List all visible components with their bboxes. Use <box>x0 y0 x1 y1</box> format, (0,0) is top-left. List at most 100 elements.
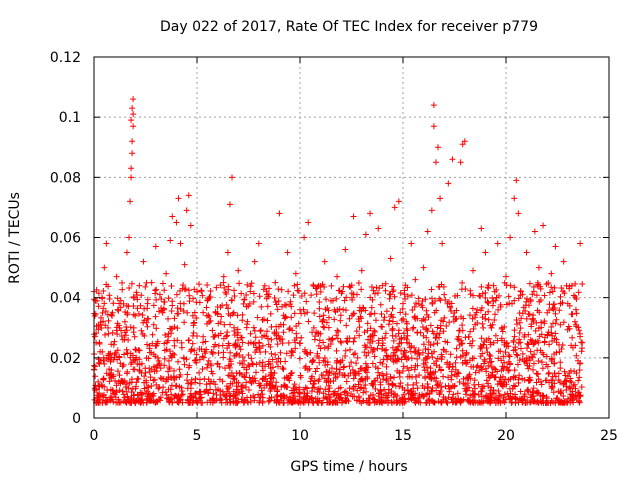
noise-point <box>516 336 523 343</box>
noise-point <box>215 342 222 349</box>
data-point <box>220 273 227 280</box>
noise-point <box>111 338 118 345</box>
noise-point <box>376 285 383 292</box>
noise-point <box>572 391 579 398</box>
noise-point <box>199 353 206 360</box>
noise-point <box>224 385 231 392</box>
noise-point <box>485 380 492 387</box>
noise-point <box>150 390 157 397</box>
noise-point <box>416 394 423 401</box>
noise-point <box>366 311 373 318</box>
noise-point <box>453 354 460 361</box>
noise-point <box>431 309 438 316</box>
noise-point <box>199 292 206 299</box>
noise-point <box>213 284 220 291</box>
noise-point <box>295 389 302 396</box>
noise-point <box>323 296 330 303</box>
noise-point <box>256 399 263 406</box>
noise-point <box>214 361 221 368</box>
noise-point <box>109 329 116 336</box>
noise-point <box>368 283 375 290</box>
noise-point <box>529 393 536 400</box>
noise-point <box>108 374 115 381</box>
noise-point <box>549 288 556 295</box>
noise-point <box>358 384 365 391</box>
noise-point <box>314 395 321 402</box>
data-point <box>154 354 161 361</box>
noise-point <box>530 312 537 319</box>
noise-point <box>328 336 335 343</box>
noise-point <box>370 346 377 353</box>
noise-point <box>213 397 220 404</box>
noise-point <box>471 397 478 404</box>
noise-point <box>273 323 280 330</box>
noise-point <box>506 361 513 368</box>
noise-point <box>473 309 480 316</box>
noise-point <box>521 333 528 340</box>
noise-point <box>337 312 344 319</box>
data-point <box>259 342 266 349</box>
noise-point <box>414 395 421 402</box>
data-point <box>129 138 136 145</box>
noise-point <box>573 310 580 317</box>
noise-point <box>102 331 109 338</box>
noise-point <box>506 385 513 392</box>
data-point <box>130 123 137 130</box>
noise-point <box>416 372 423 379</box>
noise-point <box>209 349 216 356</box>
noise-point <box>491 365 498 372</box>
noise-point <box>239 354 246 361</box>
noise-point <box>360 377 367 384</box>
noise-point <box>291 310 298 317</box>
noise-point <box>222 393 229 400</box>
noise-point <box>401 347 408 354</box>
noise-point <box>577 330 584 337</box>
noise-point <box>430 330 437 337</box>
noise-point <box>246 363 253 370</box>
noise-point <box>448 376 455 383</box>
data-point <box>435 144 442 151</box>
noise-point <box>415 295 422 302</box>
noise-point <box>152 313 159 320</box>
noise-point <box>317 385 324 392</box>
data-point <box>424 228 431 235</box>
noise-point <box>430 369 437 376</box>
noise-point <box>507 282 514 289</box>
noise-point <box>327 394 334 401</box>
noise-point <box>112 377 119 384</box>
noise-point <box>271 397 278 404</box>
noise-point <box>427 342 434 349</box>
noise-point <box>142 390 149 397</box>
noise-point <box>384 353 391 360</box>
noise-point <box>316 337 323 344</box>
noise-point <box>561 290 568 297</box>
noise-point <box>241 364 248 371</box>
noise-point <box>144 341 151 348</box>
noise-point <box>99 309 106 316</box>
noise-point <box>325 388 332 395</box>
noise-point <box>144 323 151 330</box>
noise-point <box>526 311 533 318</box>
noise-point <box>497 301 504 308</box>
noise-point <box>510 347 517 354</box>
noise-point <box>196 356 203 363</box>
noise-point <box>247 288 254 295</box>
noise-point <box>573 323 580 330</box>
noise-point <box>201 375 208 382</box>
noise-point <box>199 339 206 346</box>
noise-point <box>332 308 339 315</box>
noise-point <box>531 340 538 347</box>
noise-point <box>563 377 570 384</box>
noise-point <box>444 361 451 368</box>
grid-lines <box>94 57 609 418</box>
noise-point <box>356 398 363 405</box>
noise-point <box>572 385 579 392</box>
noise-point <box>93 286 100 293</box>
noise-point <box>357 313 364 320</box>
noise-point <box>305 318 312 325</box>
noise-point <box>424 390 431 397</box>
noise-point <box>448 300 455 307</box>
noise-point <box>556 307 563 314</box>
noise-point <box>526 280 533 287</box>
noise-point <box>106 296 113 303</box>
